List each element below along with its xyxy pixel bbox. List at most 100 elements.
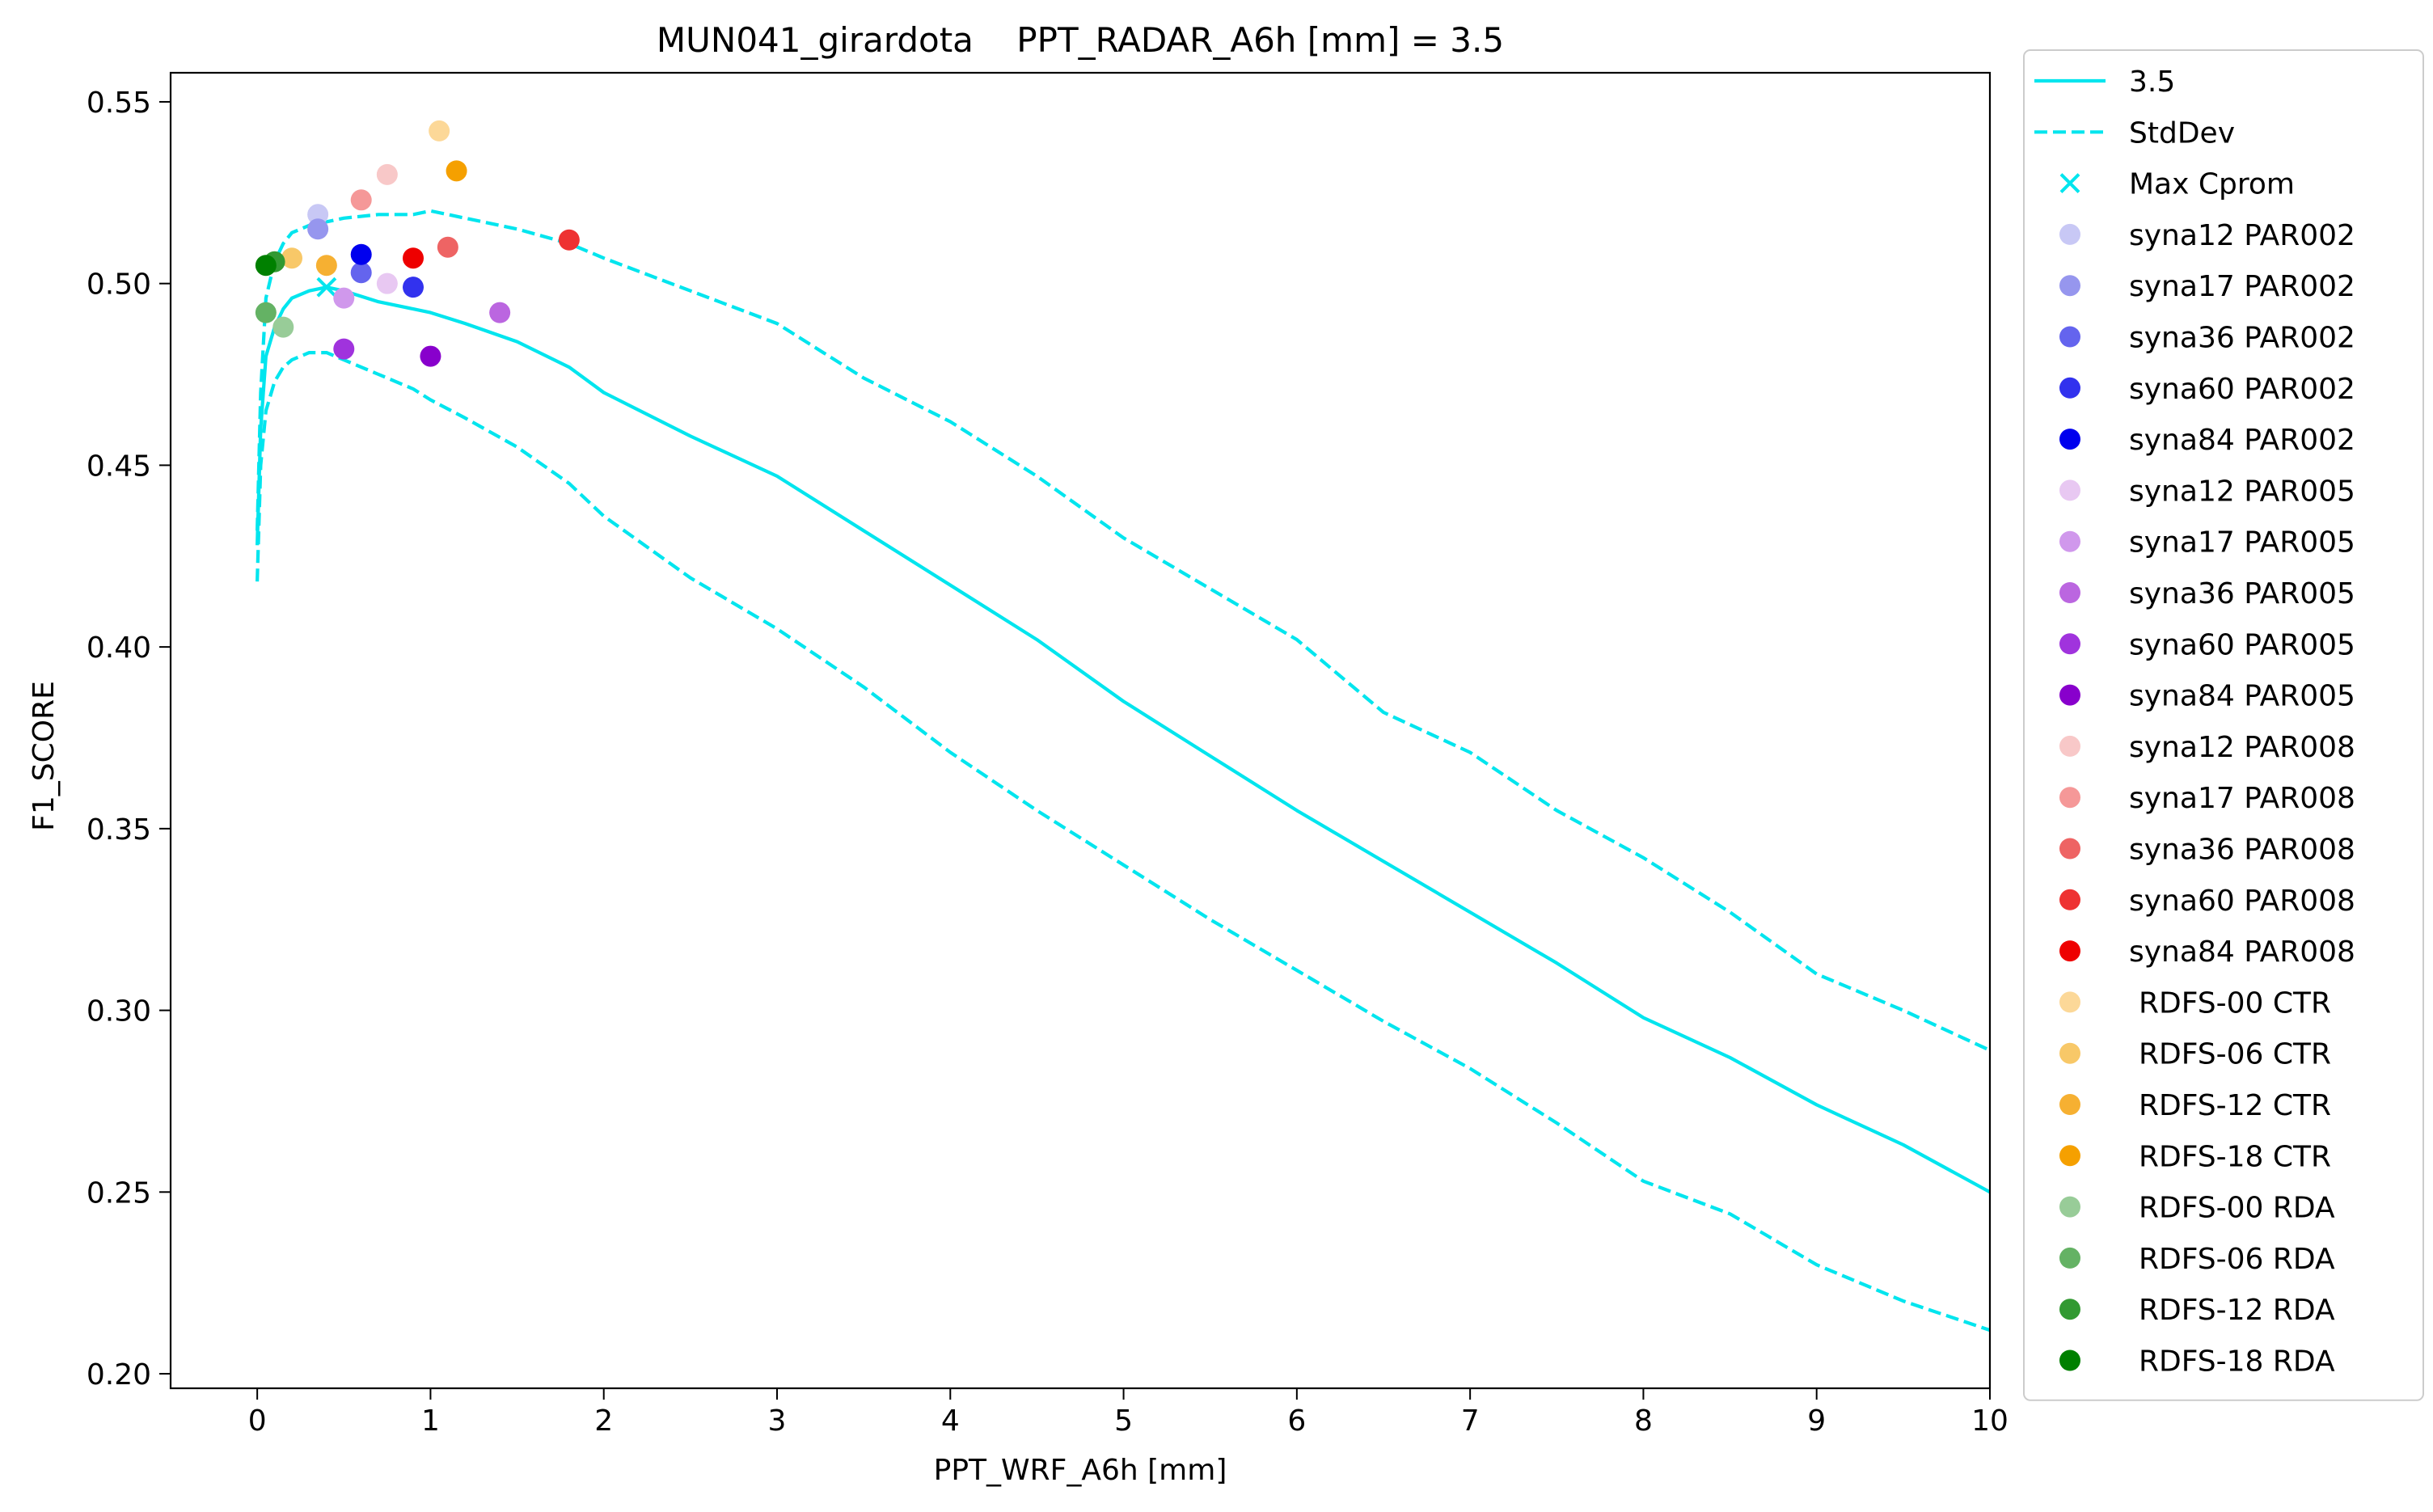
scatter-point-18 [446, 160, 467, 182]
x-tick-label: 6 [1287, 1404, 1306, 1438]
legend-label: syna84 PAR005 [2129, 680, 2355, 713]
scatter-point-12 [437, 236, 458, 258]
y-axis-label: F1_SCORE [27, 681, 61, 831]
legend-box [2023, 49, 2424, 1401]
max-cprom-stroke [316, 277, 337, 298]
plot-lines [256, 209, 1992, 1333]
scatter-point-3 [403, 277, 424, 298]
legend: 3.5 StdDev Max Cprom syna12 PAR002 syna17 PA… [2023, 49, 2424, 1401]
x-tick-label: 3 [768, 1404, 787, 1438]
legend-label: syna60 PAR005 [2129, 628, 2355, 661]
legend-label: syna12 PAR002 [2129, 219, 2355, 252]
x-tick-label: 1 [421, 1404, 440, 1438]
scatter-point-4 [350, 243, 372, 265]
legend-label: syna12 PAR008 [2129, 731, 2355, 764]
scatter-point-14 [403, 247, 424, 269]
scatter-point-10 [376, 163, 398, 185]
legend-swatch-x [2059, 173, 2080, 194]
legend-label: 3.5 [2129, 65, 2175, 99]
legend-swatch-dot [2059, 223, 2080, 245]
legend-label: syna17 PAR005 [2129, 526, 2355, 560]
scatter-point-9 [420, 345, 441, 367]
legend-swatch-dot [2059, 429, 2080, 450]
legend-swatch-dot [2059, 940, 2080, 962]
legend-label: syna60 PAR002 [2129, 373, 2355, 406]
x-tick-label: 0 [248, 1404, 267, 1438]
y-axis-ticks: 0.20 0.25 0.30 0.35 0.40 0.45 0.50 0.55 [87, 87, 171, 1392]
scatter-point-0 [307, 204, 329, 226]
scatter-point-8 [333, 338, 355, 360]
scatter-point-16 [281, 247, 302, 269]
y-tick-label: 0.45 [87, 450, 151, 483]
legend-label: syna17 PAR002 [2129, 270, 2355, 303]
legend-swatch-dot [2059, 684, 2080, 706]
legend-swatch-dot [2059, 1145, 2080, 1167]
y-tick-label: 0.35 [87, 813, 151, 847]
series-line-2 [256, 351, 1991, 1333]
scatter-point-1 [307, 218, 329, 240]
scatter-point-17 [315, 255, 337, 277]
x-tick-label: 5 [1114, 1404, 1133, 1438]
legend-label: syna84 PAR008 [2129, 935, 2355, 969]
legend-label: RDFS-12 RDA [2139, 1294, 2335, 1327]
legend-swatch-dot [2059, 377, 2080, 399]
scatter-point-22 [255, 255, 277, 277]
legend-label: RDFS-06 RDA [2139, 1243, 2335, 1276]
legend-swatch-dot [2059, 889, 2080, 910]
legend-label: RDFS-00 CTR [2139, 986, 2331, 1020]
x-tick-label: 2 [594, 1404, 613, 1438]
legend-swatch-dot [2059, 1196, 2080, 1218]
legend-swatch-dot [2059, 838, 2080, 859]
y-tick-label: 0.40 [87, 631, 151, 665]
legend-swatch-dot [2059, 991, 2080, 1013]
y-tick-label: 0.55 [87, 87, 151, 120]
scatter-point-19 [272, 316, 294, 338]
legend-label: RDFS-06 CTR [2139, 1038, 2331, 1071]
y-tick-label: 0.25 [87, 1176, 151, 1210]
scatter-point-15 [429, 120, 450, 141]
legend-label: syna60 PAR008 [2129, 885, 2355, 918]
x-tick-label: 4 [941, 1404, 960, 1438]
scatter-point-6 [333, 287, 355, 309]
legend-label: syna12 PAR005 [2129, 475, 2355, 508]
legend-swatch-dot [2059, 1094, 2080, 1115]
legend-swatch-dot [2059, 479, 2080, 501]
legend-swatch-dot [2059, 787, 2080, 809]
plot-points [255, 120, 580, 367]
y-tick-label: 0.20 [87, 1358, 151, 1392]
scatter-point-7 [489, 302, 511, 323]
legend-label: syna84 PAR002 [2129, 424, 2355, 457]
chart-title: MUN041_girardota PPT_RADAR_A6h [mm] = 3.… [657, 20, 1504, 60]
legend-swatch-dot [2059, 633, 2080, 655]
legend-label: syna17 PAR008 [2129, 782, 2355, 815]
scatter-point-11 [350, 189, 372, 211]
x-tick-label: 8 [1634, 1404, 1653, 1438]
scatter-point-2 [350, 262, 372, 284]
x-axis-ticks: 0 1 2 3 4 5 6 7 8 9 10 [248, 1388, 2008, 1438]
x-tick-label: 7 [1461, 1404, 1480, 1438]
legend-label: StdDev [2129, 116, 2235, 150]
x-tick-label: 9 [1807, 1404, 1826, 1438]
legend-swatch-dot [2059, 735, 2080, 757]
legend-swatch-dot [2059, 530, 2080, 552]
legend-swatch-dot [2059, 582, 2080, 603]
y-tick-label: 0.30 [87, 995, 151, 1028]
legend-label: RDFS-18 RDA [2139, 1345, 2335, 1379]
scatter-point-20 [255, 302, 277, 323]
legend-label: RDFS-12 CTR [2139, 1089, 2331, 1122]
legend-swatch-dot [2059, 1042, 2080, 1064]
legend-swatch-dot [2059, 326, 2080, 348]
legend-swatch-dot [2059, 1299, 2080, 1320]
x-tick-label: 10 [1971, 1404, 2008, 1438]
legend-swatch-dot [2059, 1349, 2080, 1371]
legend-swatch-dot [2059, 1247, 2080, 1269]
series-line-0 [256, 285, 1992, 1194]
x-axis-label: PPT_WRF_A6h [mm] [934, 1454, 1227, 1487]
plot-frame [169, 71, 1992, 1390]
legend-label: syna36 PAR008 [2129, 834, 2355, 867]
series-line-1 [256, 209, 1991, 1052]
scatter-point-5 [376, 272, 398, 294]
max-cprom-marker [316, 277, 337, 298]
legend-label: Max Cprom [2129, 168, 2295, 201]
